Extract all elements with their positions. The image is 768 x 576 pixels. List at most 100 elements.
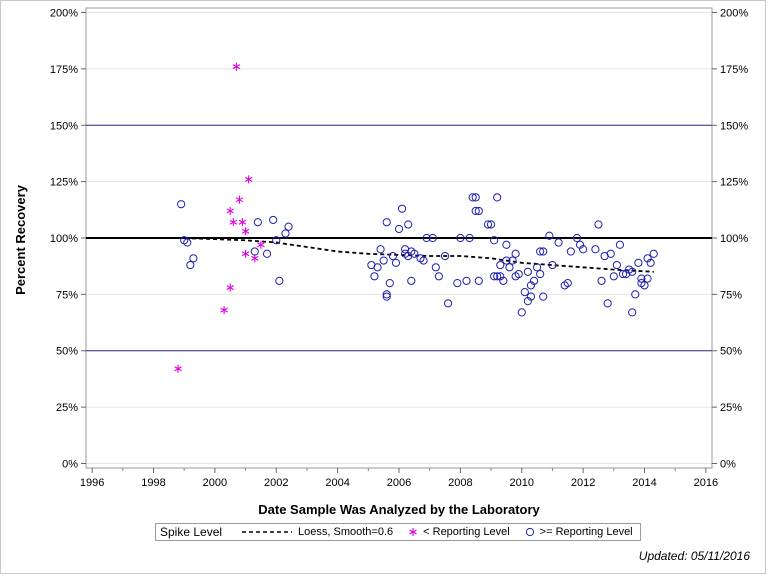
data-point-circle [453,278,462,288]
data-point-circle [391,258,401,267]
data-point-circle [508,256,517,265]
data-point-circle [628,308,637,317]
y-tick-label: 0% [62,458,78,470]
data-point-circle [471,193,480,202]
data-point-circle [462,276,471,285]
legend-entry-above: >= Reporting Level [524,526,633,538]
y-tick-label: 175% [50,64,78,76]
asterisk-stroke [226,208,234,214]
asterisk-marker-icon [409,528,417,536]
data-points [174,62,658,373]
y-tick-label-right: 125% [720,177,748,189]
data-point-circle [431,263,440,272]
data-point-circle [520,288,529,297]
scatter-plot: 0% 0% 25% 25% 50% 50% 75% 75% 100% 100% 125% 125% 15… [13,7,748,517]
data-point-circle [502,256,511,265]
data-point-circle [591,245,600,254]
data-point-asterisk [241,227,250,236]
data-point-circle [410,249,419,258]
data-point-circle [597,276,606,285]
data-point-circle [628,267,637,276]
asterisk-stroke [229,219,238,225]
data-point-circle [474,276,483,285]
dashed-line-icon [242,531,293,533]
legend-label-below: < Reporting Level [423,526,510,538]
data-point-circle [281,229,290,238]
data-point-asterisk [257,240,265,249]
data-point-circle [649,249,658,258]
data-point-circle [272,236,281,245]
data-point-asterisk [174,364,182,373]
y-tick-label-right: 175% [720,64,748,76]
x-tick-label: 2000 [203,477,227,489]
y-tick-label: 150% [50,120,78,132]
data-point-asterisk [220,306,228,315]
data-point-circle [404,220,413,229]
y-tick-label: 100% [50,233,78,245]
data-point-circle [609,272,618,281]
legend-label-loess: Loess, Smooth=0.6 [298,526,394,538]
y-tick-label-right: 150% [720,120,748,132]
data-point-circle [419,256,428,265]
data-point-circle [189,254,198,263]
asterisk-stroke [251,255,259,261]
data-point-circle [382,292,391,301]
data-point-circle [603,299,612,308]
data-point-circle [250,247,259,256]
data-point-circle [379,256,388,265]
y-tick-label: 125% [50,177,78,189]
data-point-circle [443,299,453,308]
circle-marker-icon [525,527,534,537]
data-point-circle [511,249,520,258]
asterisk-stroke [244,176,253,182]
y-tick-label: 25% [56,402,78,414]
data-point-circle [428,233,437,243]
data-point-circle [490,272,499,281]
y-tick-label-right: 100% [720,233,748,245]
data-point-circle [594,220,603,229]
x-tick-label: 2004 [325,477,349,489]
data-point-circle [502,240,511,249]
asterisk-stroke [235,197,244,203]
x-tick-label: 1996 [80,477,104,489]
x-tick-label: 1998 [141,477,165,489]
y-axis-title: Percent Recovery [13,184,28,295]
y-tick-label: 75% [56,289,78,301]
data-point-circle [548,260,557,270]
loess-line [178,237,654,273]
data-point-circle [382,290,391,299]
data-point-circle [177,200,186,209]
data-point-circle [545,231,554,240]
data-point-asterisk [241,249,250,258]
data-point-circle [496,260,505,270]
asterisk-stroke [241,251,250,257]
data-point-circle [615,240,625,249]
data-point-circle [631,290,640,299]
data-point-circle [183,238,192,247]
y-tick-label: 200% [50,8,78,20]
data-point-asterisk [226,206,234,215]
y-tick-label-right: 25% [720,402,742,414]
data-point-circle [275,276,284,285]
data-point-circle [483,220,493,229]
data-point-asterisk [238,218,247,227]
asterisk-stroke [220,307,228,313]
data-point-circle [526,292,536,301]
data-point-asterisk [226,283,234,292]
data-point-circle [468,193,477,202]
data-point-circle [422,233,431,243]
data-point-circle [284,222,293,231]
x-tick-label: 2006 [387,477,411,489]
y-tick-label-right: 200% [720,8,748,20]
data-point-circle [532,263,542,272]
data-point-circle [382,218,391,227]
data-point-circle [643,274,652,283]
data-point-circle [456,233,465,243]
data-point-circle [536,269,545,279]
data-point-circle [606,249,615,258]
data-point-circle [612,260,621,270]
data-point-circle [572,233,582,243]
x-tick-label: 2016 [694,477,718,489]
x-tick-label: 2008 [448,477,472,489]
